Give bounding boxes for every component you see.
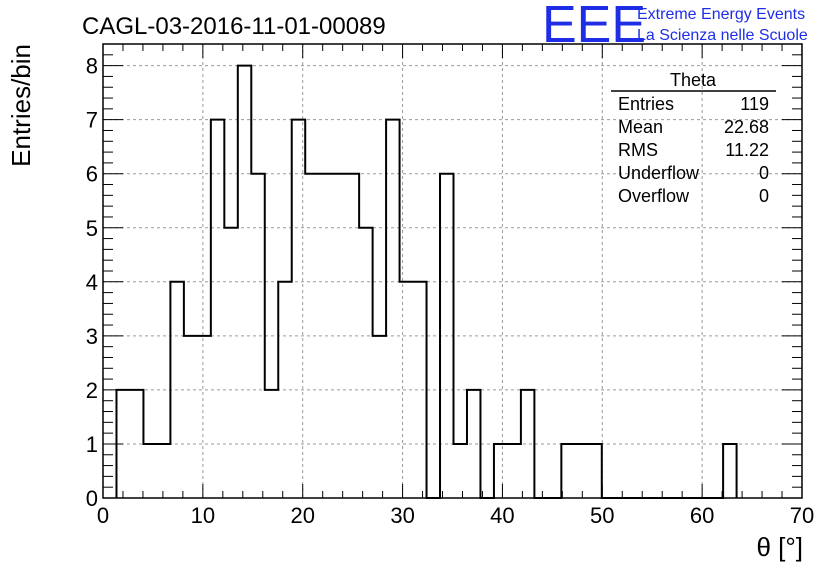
y-tick-label-0: 0 [86, 486, 98, 511]
x-tick-label-2: 20 [290, 503, 314, 528]
histogram-bars [115, 64, 738, 499]
stats-value-mean: 22.68 [724, 117, 769, 137]
axis-ticks [102, 43, 803, 499]
x-tick-label-6: 60 [690, 503, 714, 528]
histogram-bin-26 [723, 444, 736, 498]
y-tick-label-4: 4 [86, 270, 98, 295]
logo-line2: La Scienza nelle Scuole [637, 27, 808, 44]
y-tick-label-5: 5 [86, 216, 98, 241]
y-axis-label: Entries/bin [6, 44, 36, 167]
y-tick-label-8: 8 [86, 54, 98, 79]
stats-value-overflow: 0 [759, 186, 769, 206]
x-tick-label-5: 50 [590, 503, 614, 528]
stats-label-overflow: Overflow [618, 186, 690, 206]
stats-label-mean: Mean [618, 117, 663, 137]
x-tick-label-1: 10 [191, 503, 215, 528]
histogram-bin-12 [359, 228, 372, 498]
y-tick-label-1: 1 [86, 432, 98, 457]
y-tick-label-2: 2 [86, 378, 98, 403]
stats-title: Theta [670, 70, 717, 90]
tick-labels: 0 10 20 30 40 50 60 70 0 1 2 3 4 5 6 7 8 [86, 54, 814, 528]
y-tick-label-7: 7 [86, 108, 98, 133]
x-tick-label-7: 70 [790, 503, 814, 528]
histogram-bin-4 [211, 120, 224, 498]
logo-line1: Extreme Energy Events [637, 6, 805, 23]
stats-label-rms: RMS [618, 140, 658, 160]
histogram-bin-14 [386, 120, 399, 498]
x-tick-label-4: 40 [490, 503, 514, 528]
x-axis-label: θ [°] [756, 532, 803, 562]
stats-value-rms: 11.22 [725, 140, 769, 160]
histogram-bin-13 [373, 336, 386, 498]
stats-label-entries: Entries [618, 94, 674, 114]
y-tick-label-3: 3 [86, 324, 98, 349]
logo-mark: EEE [542, 0, 646, 54]
chart-title: CAGL-03-2016-11-01-00089 [82, 13, 386, 40]
histogram-bin-18 [453, 444, 466, 498]
x-tick-label-3: 30 [390, 503, 414, 528]
histogram-bin-22 [521, 390, 534, 498]
eee-logo: EEE Extreme Energy Events La Scienza nel… [542, 0, 808, 54]
histogram-bin-5 [224, 228, 237, 498]
plot-frame [102, 43, 803, 499]
x-tick-label-0: 0 [97, 503, 109, 528]
histogram-bin-1 [143, 444, 170, 498]
histogram-bin-3 [184, 336, 211, 498]
histogram-bin-21 [494, 444, 521, 498]
stats-box: Theta Entries 119 Mean 22.68 RMS 11.22 Underfl… [611, 70, 776, 206]
stats-value-entries: 119 [740, 94, 769, 114]
y-tick-label-6: 6 [86, 162, 98, 187]
stats-label-underflow: Underflow [618, 163, 700, 183]
histogram-outline [115, 64, 738, 499]
stats-value-underflow: 0 [759, 163, 769, 183]
histogram-bin-24 [561, 444, 601, 498]
